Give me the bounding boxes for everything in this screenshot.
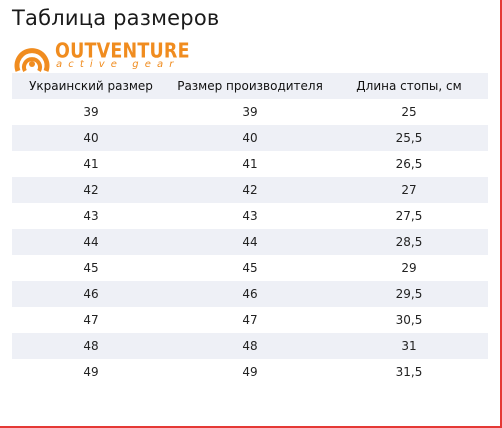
table-row: 46 46 29,5 xyxy=(12,281,488,307)
cell-foot-length: 29,5 xyxy=(330,281,488,307)
cell-manufacturer-size: 48 xyxy=(170,333,330,359)
cell-ukrainian-size: 46 xyxy=(12,281,170,307)
cell-manufacturer-size: 46 xyxy=(170,281,330,307)
cell-foot-length: 31,5 xyxy=(330,359,488,385)
cell-manufacturer-size: 49 xyxy=(170,359,330,385)
brand-name: OUTVENTURE xyxy=(55,40,190,63)
cell-ukrainian-size: 40 xyxy=(12,125,170,151)
cell-manufacturer-size: 39 xyxy=(170,99,330,125)
header-manufacturer-size: Размер производителя xyxy=(170,73,330,99)
cell-foot-length: 27 xyxy=(330,177,488,203)
cell-manufacturer-size: 43 xyxy=(170,203,330,229)
table-row: 49 49 31,5 xyxy=(12,359,488,385)
header-foot-length: Длина стопы, см xyxy=(330,73,488,99)
cell-ukrainian-size: 48 xyxy=(12,333,170,359)
table-row: 42 42 27 xyxy=(12,177,488,203)
cell-foot-length: 27,5 xyxy=(330,203,488,229)
table-row: 43 43 27,5 xyxy=(12,203,488,229)
cell-foot-length: 25,5 xyxy=(330,125,488,151)
table-row: 41 41 26,5 xyxy=(12,151,488,177)
cell-manufacturer-size: 44 xyxy=(170,229,330,255)
cell-ukrainian-size: 45 xyxy=(12,255,170,281)
cell-ukrainian-size: 44 xyxy=(12,229,170,255)
table-row: 44 44 28,5 xyxy=(12,229,488,255)
cell-manufacturer-size: 40 xyxy=(170,125,330,151)
cell-ukrainian-size: 43 xyxy=(12,203,170,229)
cell-foot-length: 30,5 xyxy=(330,307,488,333)
brand-logo: OUTVENTURE active gear xyxy=(12,33,202,73)
table-row: 48 48 31 xyxy=(12,333,488,359)
cell-ukrainian-size: 41 xyxy=(12,151,170,177)
cell-foot-length: 28,5 xyxy=(330,229,488,255)
cell-manufacturer-size: 42 xyxy=(170,177,330,203)
page-title: Таблица размеров xyxy=(12,6,220,30)
cell-foot-length: 25 xyxy=(330,99,488,125)
table-row: 39 39 25 xyxy=(12,99,488,125)
table-row: 45 45 29 xyxy=(12,255,488,281)
table-header-row: Украинский размер Размер производителя Д… xyxy=(12,73,488,99)
cell-manufacturer-size: 41 xyxy=(170,151,330,177)
cell-foot-length: 29 xyxy=(330,255,488,281)
brand-tagline: active gear xyxy=(56,59,180,70)
cell-foot-length: 26,5 xyxy=(330,151,488,177)
header-ukrainian-size: Украинский размер xyxy=(12,73,170,99)
cell-ukrainian-size: 49 xyxy=(12,359,170,385)
cell-foot-length: 31 xyxy=(330,333,488,359)
cell-manufacturer-size: 45 xyxy=(170,255,330,281)
size-table: Украинский размер Размер производителя Д… xyxy=(12,73,488,385)
outventure-logo-icon xyxy=(14,48,50,72)
table-row: 40 40 25,5 xyxy=(12,125,488,151)
cell-ukrainian-size: 39 xyxy=(12,99,170,125)
cell-ukrainian-size: 42 xyxy=(12,177,170,203)
cell-ukrainian-size: 47 xyxy=(12,307,170,333)
table-row: 47 47 30,5 xyxy=(12,307,488,333)
cell-manufacturer-size: 47 xyxy=(170,307,330,333)
